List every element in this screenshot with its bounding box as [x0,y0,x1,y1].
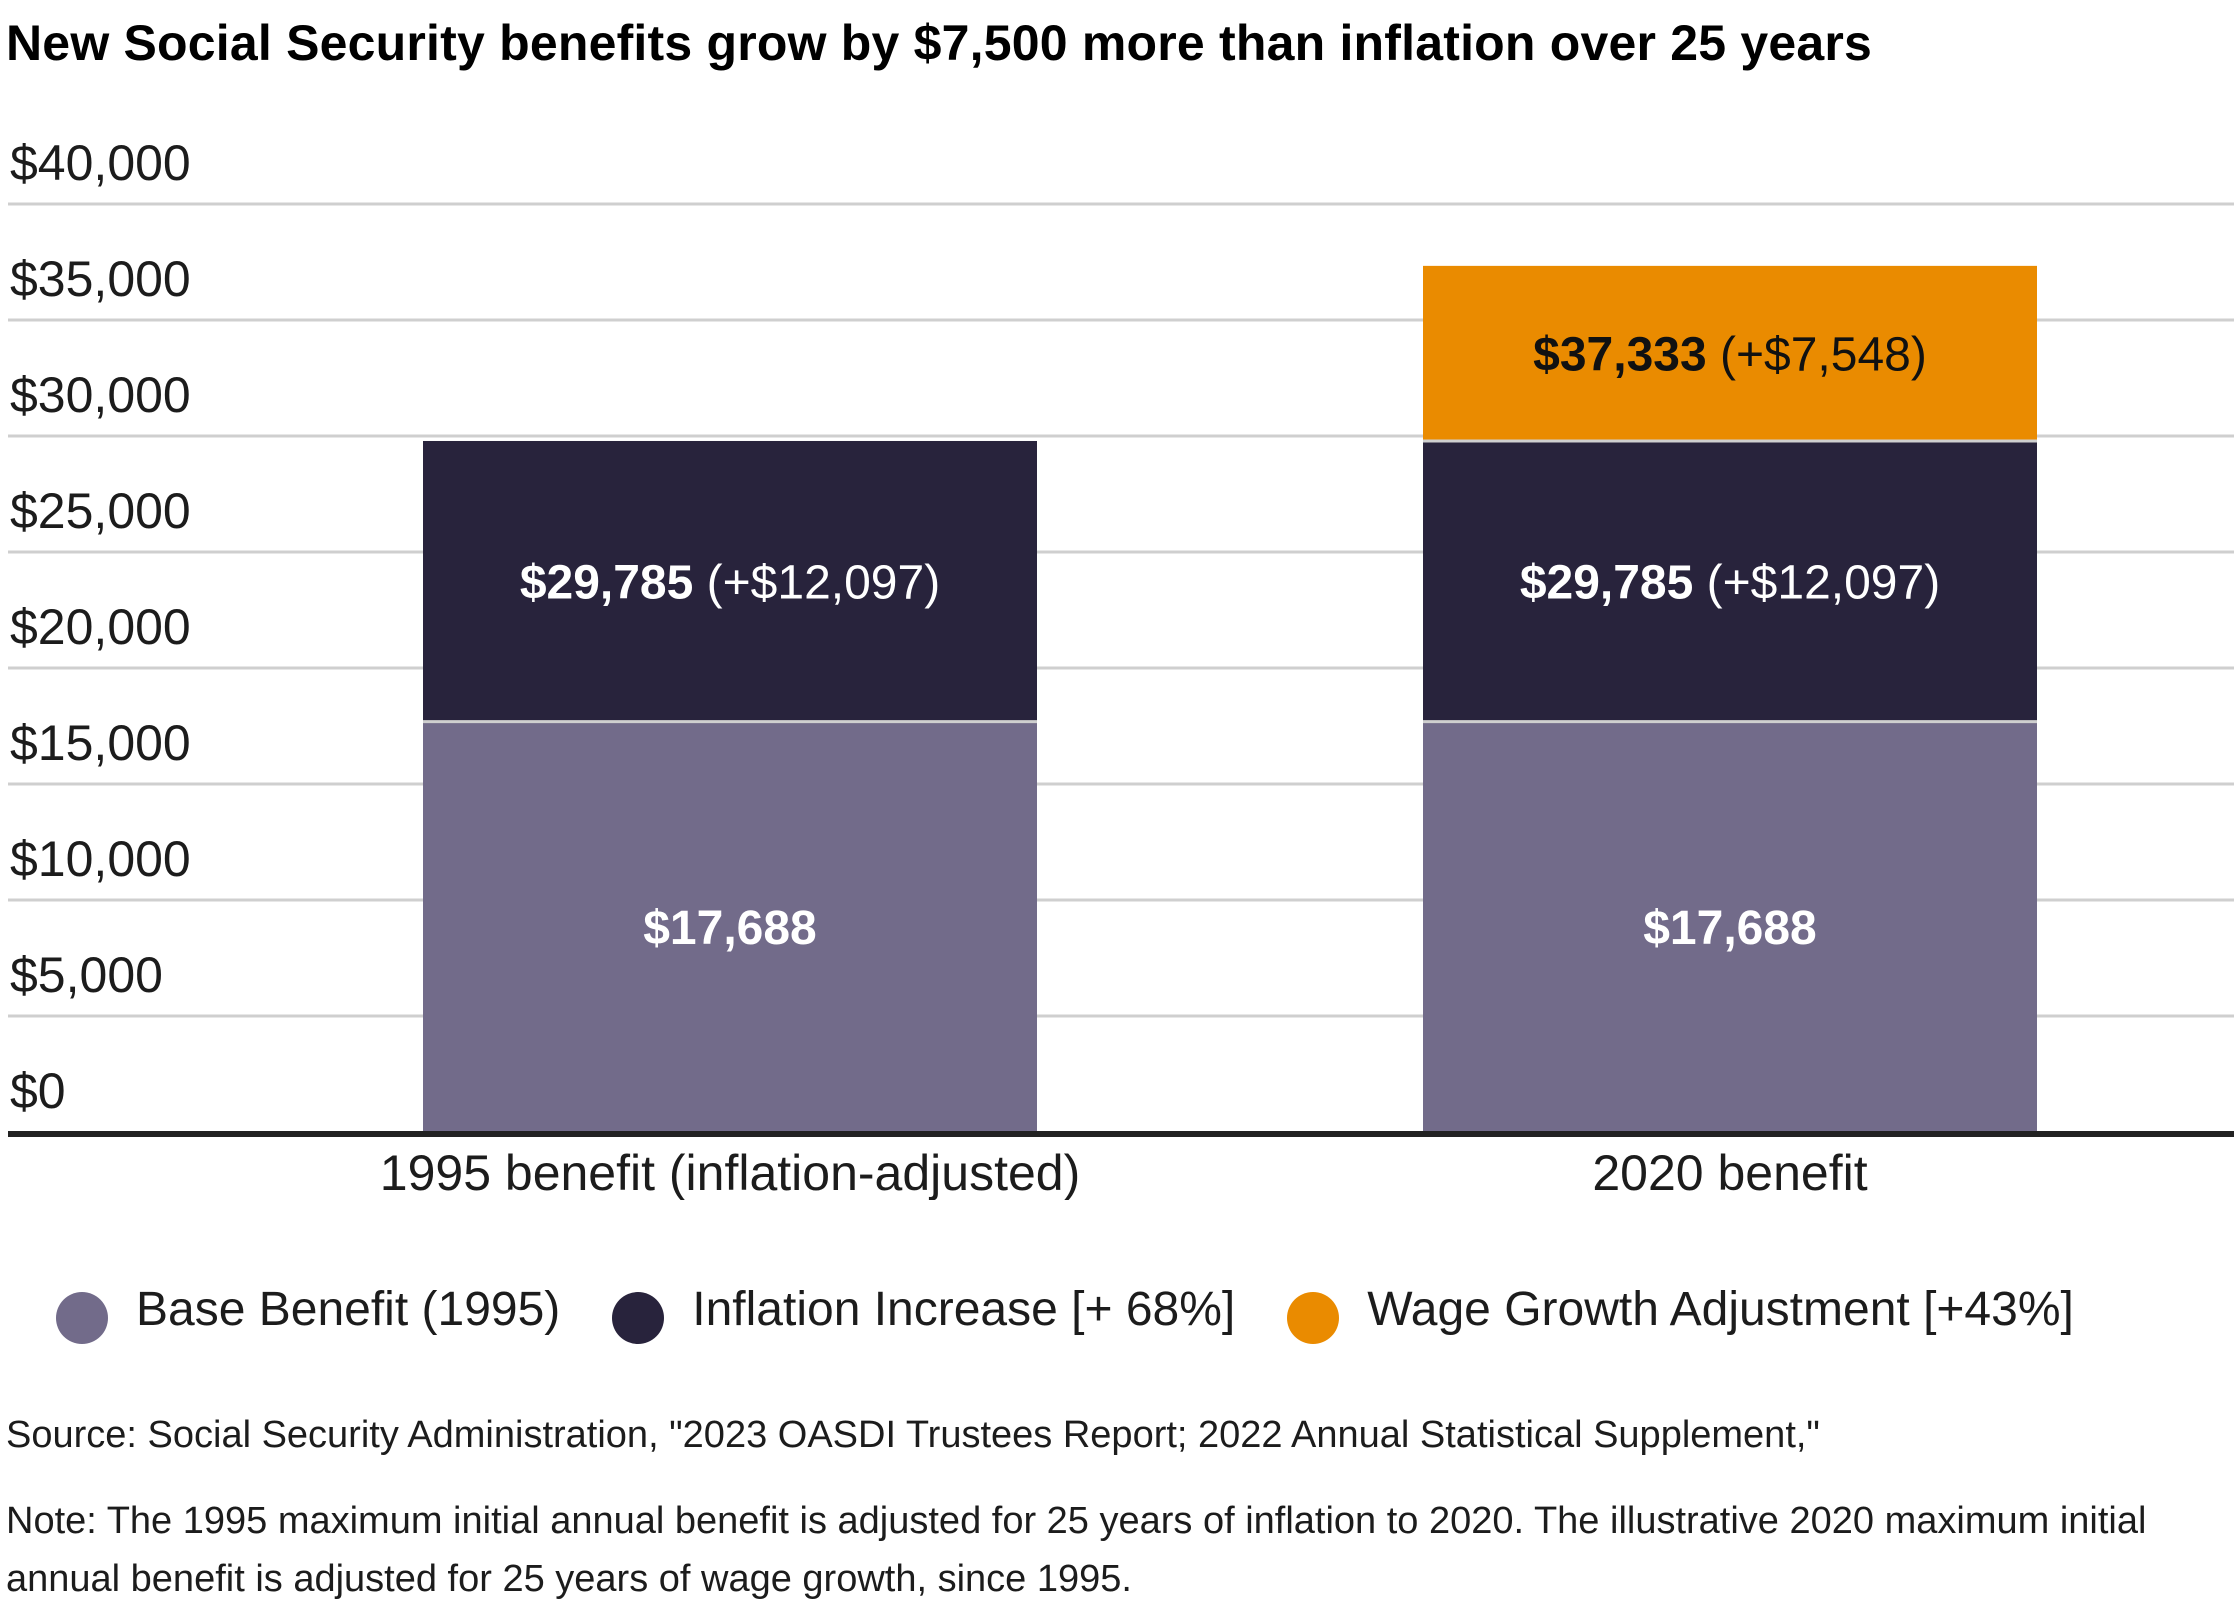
legend-item-base-benefit: Base Benefit (1995) [56,1282,561,1344]
chart-legend: Base Benefit (1995) Inflation Increase [… [56,1282,2126,1344]
footnote: Note: The 1995 maximum initial annual be… [6,1500,2147,1600]
x-category-label: 2020 benefit [1592,1145,1867,1200]
data-label-value: $29,785 [1520,556,1694,609]
data-label-value: $37,333 [1533,328,1707,381]
legend-label-wage-growth: Wage Growth Adjustment [+43%] [1367,1283,2074,1336]
y-tick-label: $10,000 [10,831,191,887]
legend-swatch-inflation-increase [612,1291,665,1344]
stacked-bar-chart: $0 $5,000 $10,000 $15,000 $20,000 $25,000 $30,… [8,135,2234,1200]
legend-label-base-benefit: Base Benefit (1995) [136,1283,561,1336]
y-tick-label: $40,000 [10,135,191,191]
data-label-change: (+$12,097) [1693,556,1940,609]
data-label: $29,785 (+$12,097) [520,556,940,609]
y-tick-label: $0 [10,1063,66,1119]
legend-label-inflation-increase: Inflation Increase [+ 68%] [692,1283,1236,1336]
data-label-value: $17,688 [643,902,817,955]
x-category-label: 1995 benefit (inflation-adjusted) [380,1145,1080,1200]
legend-swatch-wage-growth [1287,1291,1340,1344]
bar-segment [423,440,1037,722]
y-tick-label: $35,000 [10,251,191,307]
y-tick-label: $20,000 [10,599,191,655]
bar-segment [1423,440,2037,722]
y-tick-label: $5,000 [10,947,163,1003]
chart-title: New Social Security benefits grow by $7,… [6,15,1873,71]
legend-item-inflation-increase: Inflation Increase [+ 68%] [612,1282,1236,1344]
data-label: $17,688 [643,902,817,955]
data-label: $37,333 (+$7,548) [1533,328,1927,381]
bar-segment [423,721,1037,1132]
bar-segment [1423,721,2037,1132]
data-label-value: $17,688 [1643,902,1817,955]
data-label-change: (+$7,548) [1707,328,1927,381]
source-note: Source: Social Security Administration, … [6,1414,1820,1456]
legend-swatch-base-benefit [56,1291,108,1344]
data-label-change: (+$12,097) [693,556,940,609]
y-tick-label: $30,000 [10,367,191,423]
y-tick-label: $25,000 [10,483,191,539]
y-tick-label: $15,000 [10,715,191,771]
data-label: $29,785 (+$12,097) [1520,556,1940,609]
data-label-value: $29,785 [520,556,694,609]
bar-segment [1423,265,2037,441]
legend-item-wage-growth: Wage Growth Adjustment [+43%] [1287,1282,2074,1344]
data-label: $17,688 [1643,902,1817,955]
